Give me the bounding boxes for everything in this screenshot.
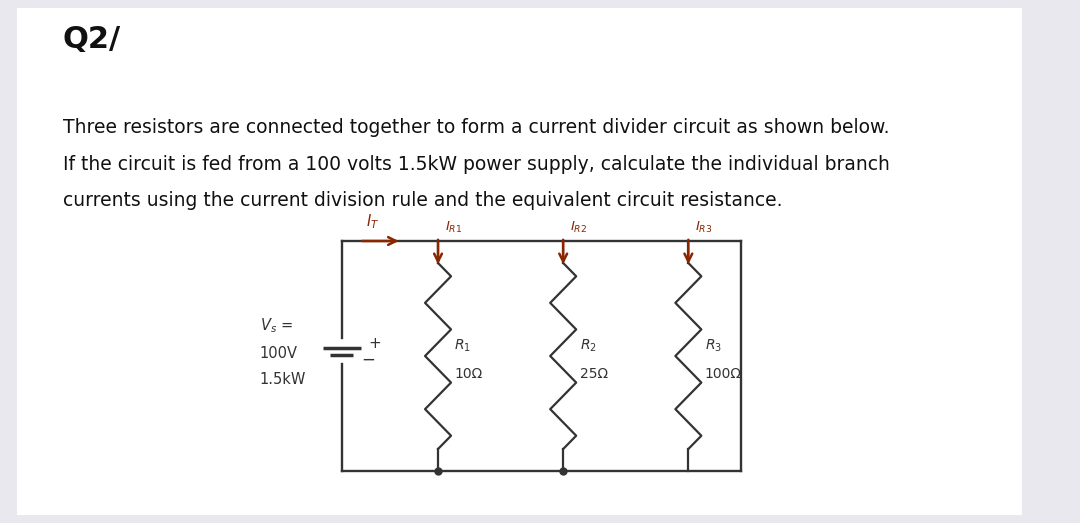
Text: Three resistors are connected together to form a current divider circuit as show: Three resistors are connected together t…	[63, 118, 889, 137]
Text: $I_{R2}$: $I_{R2}$	[570, 220, 588, 235]
Text: $I_{R1}$: $I_{R1}$	[445, 220, 462, 235]
Text: currents using the current division rule and the equivalent circuit resistance.: currents using the current division rule…	[63, 191, 782, 210]
Text: 1.5kW: 1.5kW	[260, 371, 307, 386]
Text: +: +	[368, 336, 381, 351]
Text: $V_s$ =: $V_s$ =	[260, 316, 293, 335]
Text: $I_{R3}$: $I_{R3}$	[696, 220, 713, 235]
Text: $R_3$: $R_3$	[705, 338, 721, 354]
Text: 100V: 100V	[260, 347, 298, 361]
Text: $R_2$: $R_2$	[580, 338, 596, 354]
Text: −: −	[361, 350, 375, 369]
Text: If the circuit is fed from a 100 volts 1.5kW power supply, calculate the individ: If the circuit is fed from a 100 volts 1…	[63, 154, 890, 174]
Text: $R_1$: $R_1$	[455, 338, 471, 354]
FancyBboxPatch shape	[17, 8, 1023, 515]
Text: 100Ω: 100Ω	[705, 367, 742, 381]
Text: $I_T$: $I_T$	[366, 212, 379, 231]
Text: Q2/: Q2/	[63, 25, 121, 54]
Text: 25Ω: 25Ω	[580, 367, 608, 381]
Text: 10Ω: 10Ω	[455, 367, 483, 381]
